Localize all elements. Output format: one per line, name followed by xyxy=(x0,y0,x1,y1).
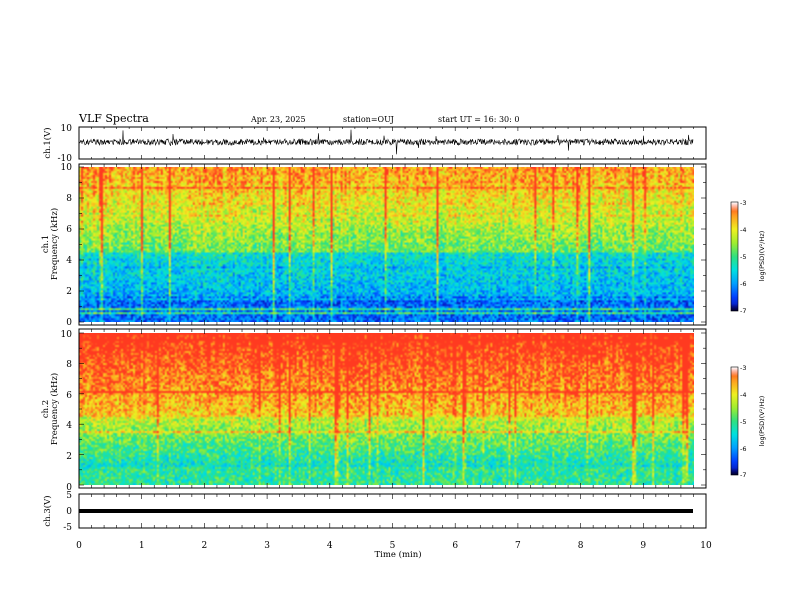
ch3-waveform-ylabel: ch.3(V) xyxy=(42,495,53,526)
xtick-10: 10 xyxy=(700,541,712,551)
ch1-waveform-panel: 10 -10 ch.1(V) xyxy=(42,124,707,164)
date-label: Apr. 23, 2025 xyxy=(250,115,306,124)
ch2-ytick-2: 2 xyxy=(66,452,72,462)
time-axis-ticklabels: 0 1 2 3 4 5 6 7 8 9 10 xyxy=(76,541,712,551)
ch2-channel-label: ch.2 xyxy=(41,400,51,418)
ch1-waveform-trace xyxy=(78,129,694,155)
ch1-spectrogram-ticks xyxy=(78,164,707,325)
figure-title: VLF Spectra xyxy=(78,112,149,125)
xtick-6: 6 xyxy=(452,541,458,551)
ch2-colorbar-frame xyxy=(730,366,739,476)
ch3-waveform-panel: 5 0 -5 ch.3(V) xyxy=(42,491,707,533)
ch1-waveform-ylabel: ch.1(V) xyxy=(42,127,53,158)
ch2-ytick-10: 10 xyxy=(61,330,73,340)
start-time-label: start UT = 16: 30: 0 xyxy=(438,115,519,124)
ch1-ytick-0: 0 xyxy=(66,318,72,328)
ch1-ytick-2: 2 xyxy=(66,287,72,297)
ch3-ytick-mid: 0 xyxy=(66,507,72,517)
ch1-cbar-tick-m4: -4 xyxy=(740,226,746,234)
time-axis-label: Time (min) xyxy=(374,549,421,560)
ch2-colorbar-label: log(PSD)(V²/Hz) xyxy=(758,396,766,447)
ch3-waveform-ticks xyxy=(78,494,707,528)
xtick-1: 1 xyxy=(139,541,145,551)
xtick-3: 3 xyxy=(264,541,270,551)
ch1-cbar-tick-m7: -7 xyxy=(740,307,746,315)
ch2-ytick-4: 4 xyxy=(66,421,72,431)
xtick-8: 8 xyxy=(578,541,584,551)
ch1-colorbar-frame xyxy=(730,201,739,312)
ch1-channel-label: ch.1 xyxy=(41,235,51,253)
ch3-ytick-top: 5 xyxy=(66,491,72,501)
ch1-spectrogram-image xyxy=(79,167,694,322)
ch2-colorbar: -3 -4 -5 -6 -7 log(PSD)(V²/Hz) xyxy=(730,364,766,479)
ch1-ytick-bottom: -10 xyxy=(58,154,73,164)
ch1-cbar-tick-m3: -3 xyxy=(740,199,746,207)
ch2-ytick-0: 0 xyxy=(66,483,72,493)
xtick-2: 2 xyxy=(202,541,208,551)
ch2-spectrogram-ticks xyxy=(78,329,707,488)
ch1-colorbar: -3 -4 -5 -6 -7 log(PSD)(V²/Hz) xyxy=(730,199,766,315)
xtick-4: 4 xyxy=(327,541,333,551)
xtick-7: 7 xyxy=(515,541,521,551)
ch3-ytick-bottom: -5 xyxy=(63,523,72,533)
ch1-ytick-6: 6 xyxy=(66,225,72,235)
ch2-spectrogram-panel: 0 2 4 6 8 10 ch.2 Frequency (kHz) xyxy=(41,328,707,493)
ch2-cbar-tick-m5: -5 xyxy=(740,418,746,426)
ch1-frequency-ylabel: Frequency (kHz) xyxy=(49,208,60,280)
ch1-cbar-tick-m5: -5 xyxy=(740,253,746,261)
xtick-5: 5 xyxy=(390,541,396,551)
ch1-ytick-10: 10 xyxy=(61,163,73,173)
ch2-cbar-tick-m3: -3 xyxy=(740,364,746,372)
ch2-colorbar-gradient xyxy=(731,367,738,475)
ch2-frequency-ylabel: Frequency (kHz) xyxy=(49,373,60,445)
xtick-9: 9 xyxy=(640,541,646,551)
ch2-ytick-8: 8 xyxy=(66,360,72,370)
ch2-cbar-tick-m6: -6 xyxy=(740,445,746,453)
ch2-ytick-6: 6 xyxy=(66,391,72,401)
ch2-frequency-ticklabels: 0 2 4 6 8 10 xyxy=(61,330,73,493)
ch1-waveform-ticks xyxy=(78,127,707,159)
ch1-cbar-tick-m6: -6 xyxy=(740,280,746,288)
ch1-frequency-ticklabels: 0 2 4 6 8 10 xyxy=(61,163,73,328)
ch2-cbar-tick-m7: -7 xyxy=(740,471,746,479)
ch1-colorbar-gradient xyxy=(731,202,738,311)
ch1-ytick-8: 8 xyxy=(66,194,72,204)
ch1-spectrogram-panel: 0 2 4 6 8 10 ch.1 Frequency (kHz) xyxy=(41,163,707,328)
ch3-waveform-trace xyxy=(79,509,693,513)
ch2-spectrogram-image xyxy=(79,333,694,485)
ch1-waveform-frame xyxy=(78,126,707,160)
xtick-0: 0 xyxy=(76,541,82,551)
ch1-colorbar-label: log(PSD)(V²/Hz) xyxy=(758,231,766,282)
ch2-cbar-tick-m4: -4 xyxy=(740,391,746,399)
ch1-ytick-4: 4 xyxy=(66,256,72,266)
station-label: station=OUJ xyxy=(343,115,394,124)
ch1-ytick-top: 10 xyxy=(61,124,73,134)
